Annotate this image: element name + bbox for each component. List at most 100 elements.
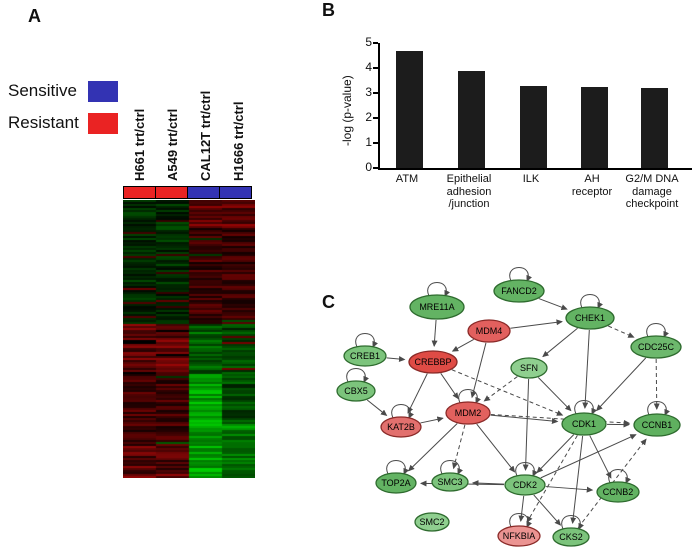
edge-CREBBP-CDK1 (451, 369, 564, 416)
network-node-CKS2: CKS2 (552, 527, 590, 547)
bar-epithelial (457, 70, 485, 168)
self-loop-CDC25C (646, 323, 669, 338)
self-loop-CKS2 (561, 515, 584, 530)
node-label-CKS2: CKS2 (559, 532, 583, 542)
legend-label-resistant: Resistant (8, 113, 79, 132)
self-loop-CBX5 (346, 368, 369, 383)
self-loop-SMC3 (440, 460, 463, 475)
network-node-CBX5: CBX5 (336, 380, 376, 402)
self-loop-CDK1 (574, 400, 597, 415)
node-ellipse-CDK1 (561, 412, 607, 436)
self-loop-KAT2B (391, 404, 414, 419)
legend-item-sensitive: Sensitive (8, 80, 118, 102)
edge-CHEK1-CDK1 (582, 329, 590, 410)
self-loop-CCNB1 (647, 401, 670, 416)
network-node-SMC2: SMC2 (414, 512, 450, 532)
bar-g2-m-dna (640, 88, 668, 168)
network-node-SFN: SFN (510, 357, 548, 379)
self-loop-MRE11A (427, 282, 450, 297)
edge-MDM2-SMC3 (452, 424, 466, 470)
bar-chart: -log (p-value) 0 1 2 3 4 5 ATM Epithelial adhesi… (340, 16, 698, 226)
self-loop-MDM2 (458, 389, 481, 404)
panel-a-label: A (28, 6, 41, 26)
edge-CDK2-SMC3 (471, 480, 505, 487)
group-strip-cell-2 (155, 186, 188, 199)
network-node-CDC25C: CDC25C (630, 335, 682, 359)
plot-area (378, 43, 692, 170)
x-category-label-1: ATM (395, 173, 419, 185)
edge-CHEK1-SFN (542, 327, 578, 358)
y-tick-label-5: 5 (365, 35, 372, 49)
y-tick-mark-0 (373, 167, 378, 169)
node-label-CDK1: CDK1 (572, 419, 596, 429)
edge-CBX5-KAT2B (366, 399, 388, 417)
heatmap-column-label-1: H661 trt/ctrl (131, 108, 147, 181)
x-category-label-3: ILK (522, 173, 540, 185)
edge-CDK1-NFKBIA (526, 435, 578, 523)
node-label-CCNB1: CCNB1 (642, 420, 673, 430)
node-label-CDC25C: CDC25C (638, 342, 675, 352)
legend-label-sensitive: Sensitive (8, 81, 77, 100)
node-ellipse-SFN (510, 357, 548, 379)
node-ellipse-NFKBIA (497, 525, 541, 547)
edge-CDK2-NFKBIA (518, 495, 525, 523)
network-node-CDK2: CDK2 (504, 474, 546, 496)
node-ellipse-KAT2B (380, 416, 422, 438)
node-ellipse-CDK2 (504, 474, 546, 496)
bar-atm (395, 50, 423, 168)
heatmap-column-label-2: A549 trt/ctrl (164, 108, 180, 181)
y-tick-label-0: 0 (365, 160, 372, 174)
edge-CREBBP-MDM2 (440, 373, 459, 400)
node-label-CREBBP: CREBBP (414, 357, 451, 367)
node-label-NFKBIA: NFKBIA (503, 531, 536, 541)
node-label-MRE11A: MRE11A (419, 302, 454, 312)
node-ellipse-MRE11A (409, 294, 465, 320)
edge-CREB1-CREBBP (386, 356, 406, 362)
node-ellipse-CREB1 (343, 345, 387, 367)
y-tick-mark-2 (373, 117, 378, 119)
heatmap-group-strip (123, 186, 252, 199)
network-node-MRE11A: MRE11A (409, 294, 465, 320)
edge-CDK1-CCNB2 (589, 435, 612, 479)
y-tick-mark-5 (373, 42, 378, 44)
node-label-MDM4: MDM4 (476, 326, 503, 336)
node-ellipse-CKS2 (552, 527, 590, 547)
y-tick-mark-1 (373, 142, 378, 144)
network-node-CHEK1: CHEK1 (565, 306, 615, 330)
node-label-CREB1: CREB1 (350, 351, 380, 361)
node-ellipse-SMC3 (431, 472, 469, 492)
edge-CKS2-CCNB1 (577, 438, 647, 529)
node-ellipse-CDC25C (630, 335, 682, 359)
legend-swatch-sensitive (88, 80, 118, 102)
heatmap-column-label-3: CAL12T trt/ctrl (197, 90, 213, 181)
node-label-KAT2B: KAT2B (387, 422, 415, 432)
group-strip-cell-1 (123, 186, 156, 199)
edge-SFN-MDM2 (483, 376, 518, 402)
node-label-CDK2: CDK2 (513, 480, 537, 490)
node-label-SMC2: SMC2 (419, 517, 444, 527)
network-node-KAT2B: KAT2B (380, 416, 422, 438)
edge-MDM4-CREBBP (451, 339, 474, 352)
node-label-CCNB2: CCNB2 (603, 487, 634, 497)
node-label-CBX5: CBX5 (344, 386, 368, 396)
edge-CDK1-CKS2 (570, 435, 584, 525)
network-node-TOP2A: TOP2A (375, 472, 417, 494)
edge-MDM2-TOP2A (408, 423, 458, 472)
network-node-CREB1: CREB1 (343, 345, 387, 367)
y-tick-mark-4 (373, 67, 378, 69)
x-category-label-5: G2/M DNA damage checkpoint (625, 173, 679, 210)
y-tick-mark-3 (373, 92, 378, 94)
node-ellipse-MDM2 (445, 401, 491, 425)
edge-CDK2-CCNB1 (540, 434, 637, 479)
self-loop-CDK2 (515, 462, 538, 477)
network-node-CCNB1: CCNB1 (633, 413, 681, 437)
edge-CHEK1-CDC25C (608, 325, 635, 338)
panel-b-label: B (322, 0, 335, 20)
edge-FANCD2-CHEK1 (538, 298, 568, 311)
node-label-TOP2A: TOP2A (381, 478, 410, 488)
bar-ah (580, 86, 608, 168)
bar-ilk (519, 85, 547, 168)
y-tick-label-3: 3 (365, 85, 372, 99)
node-ellipse-CCNB1 (633, 413, 681, 437)
